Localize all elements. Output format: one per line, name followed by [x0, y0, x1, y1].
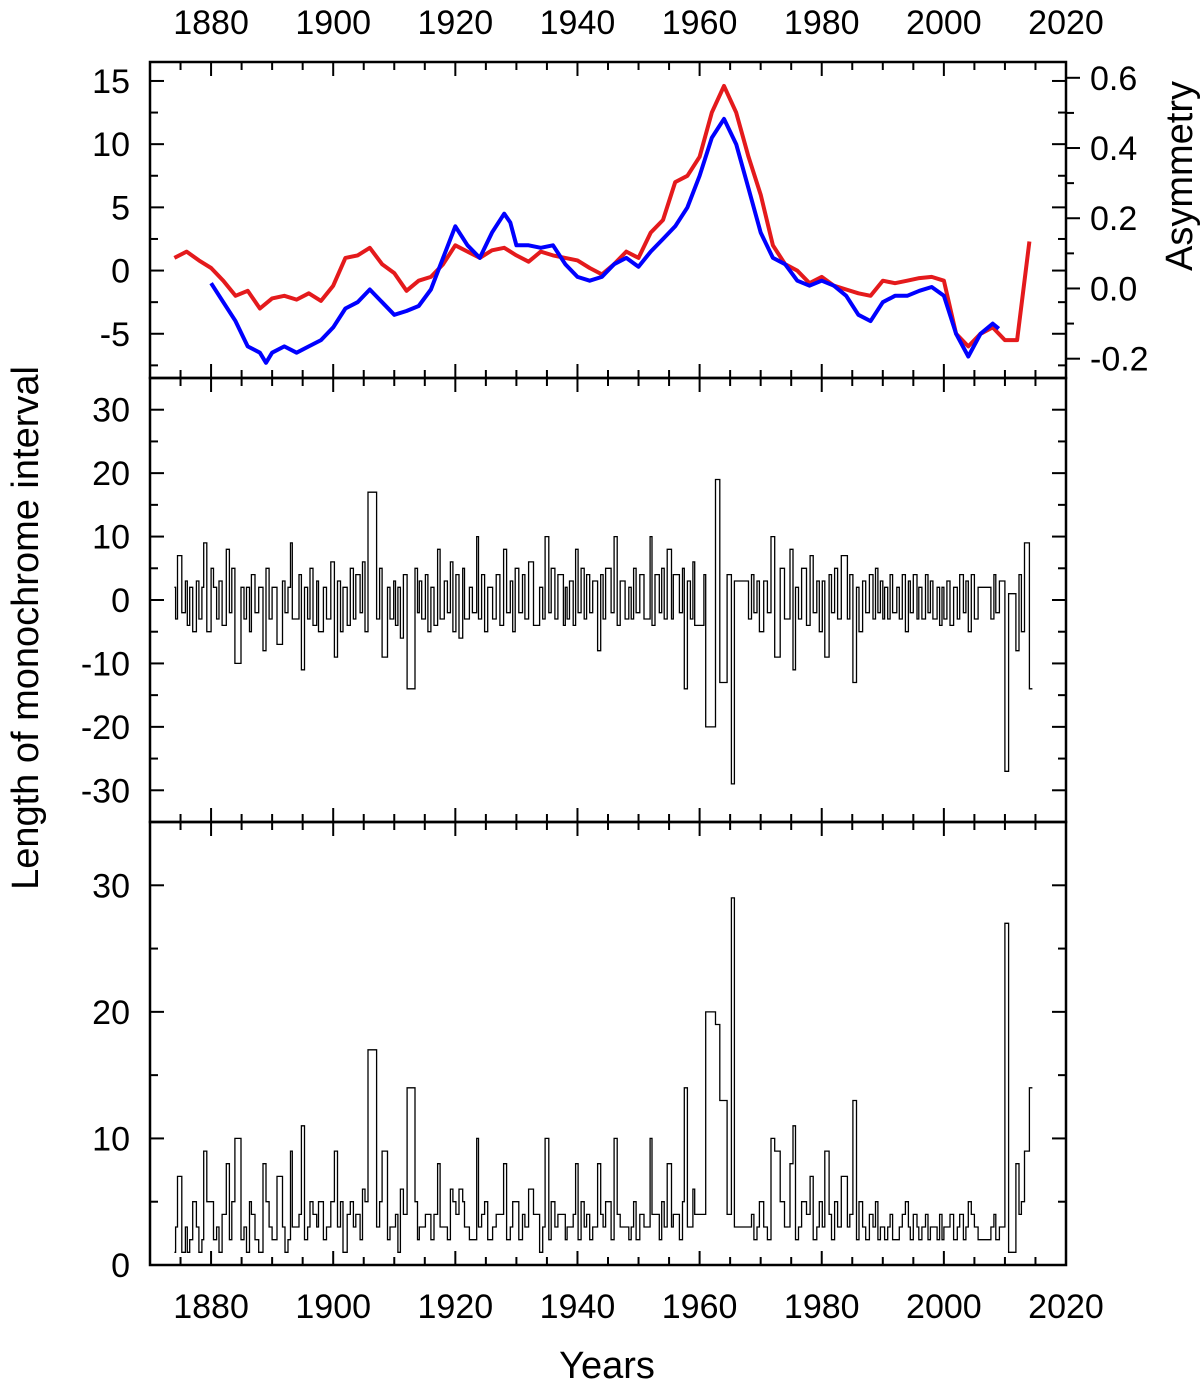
y-tick-label: 15 — [92, 63, 130, 101]
x-tick-label-bottom: 2020 — [1028, 1288, 1104, 1326]
y-tick-label: 10 — [92, 519, 130, 557]
y-tick-label: 0 — [111, 253, 130, 291]
y-tick-label: 20 — [92, 455, 130, 493]
x-tick-label-bottom: 1960 — [662, 1288, 738, 1326]
right-tick-label: 0.4 — [1090, 130, 1137, 168]
x-tick-label-bottom: 1980 — [784, 1288, 860, 1326]
y-tick-label: 20 — [92, 994, 130, 1032]
x-axis-top: 1880 1900 1920 1940 1960 1980 2000 2020 — [173, 4, 1104, 42]
y-axis-title: Length of monochrome interval — [5, 366, 47, 890]
step-series-line — [174, 897, 1033, 1253]
x-tick-label-top: 1940 — [540, 4, 616, 42]
x-axis-bottom: 1880 1900 1920 1940 1960 1980 2000 2020 — [173, 1288, 1104, 1326]
x-tick-label-top: 1900 — [295, 4, 371, 42]
y-tick-label: 0 — [111, 1247, 130, 1285]
x-tick-label-top: 1980 — [784, 4, 860, 42]
y-tick-label: -20 — [81, 709, 130, 747]
panel-top: -5 0 5 10 15 — [92, 60, 1068, 380]
right-axis-title: Asymmetry — [1159, 81, 1200, 271]
plot-frame — [148, 60, 1068, 380]
plot-frame — [148, 820, 1068, 1267]
series-line-1 — [173, 84, 1032, 349]
x-tick-label-top: 2000 — [906, 4, 982, 42]
right-tick-label: -0.2 — [1090, 341, 1149, 379]
step-series-line — [174, 478, 1033, 785]
y-tick-label: 30 — [92, 392, 130, 430]
y-tick-label: 5 — [111, 189, 130, 227]
panel-middle: -30 -20 -10 0 10 20 30 — [81, 376, 1068, 824]
right-tick-label: 0.2 — [1090, 200, 1137, 238]
x-tick-label-bottom: 1920 — [418, 1288, 494, 1326]
series-line-2 — [209, 116, 1001, 365]
right-tick-label: 0.6 — [1090, 60, 1137, 98]
y-tick-label: 0 — [111, 582, 130, 620]
x-tick-label-top: 1880 — [173, 4, 249, 42]
x-tick-label-top: 1920 — [418, 4, 494, 42]
y-tick-label: -30 — [81, 772, 130, 810]
x-axis-title: Years — [559, 1345, 655, 1385]
x-tick-label-top: 2020 — [1028, 4, 1104, 42]
x-tick-label-top: 1960 — [662, 4, 738, 42]
y-tick-label: 10 — [92, 1120, 130, 1158]
y-tick-label: -10 — [81, 645, 130, 683]
right-tick-label: 0.0 — [1090, 270, 1137, 308]
x-tick-label-bottom: 1940 — [540, 1288, 616, 1326]
right-axis: -0.2 0.0 0.2 0.4 0.6 — [1066, 60, 1149, 379]
x-tick-label-bottom: 1880 — [173, 1288, 249, 1326]
x-tick-label-bottom: 1900 — [295, 1288, 371, 1326]
y-tick-label: -5 — [100, 316, 130, 354]
panel-bottom: 0 10 20 30 — [92, 820, 1068, 1285]
x-tick-label-bottom: 2000 — [906, 1288, 982, 1326]
y-tick-label: 30 — [92, 867, 130, 905]
y-tick-label: 10 — [92, 126, 130, 164]
